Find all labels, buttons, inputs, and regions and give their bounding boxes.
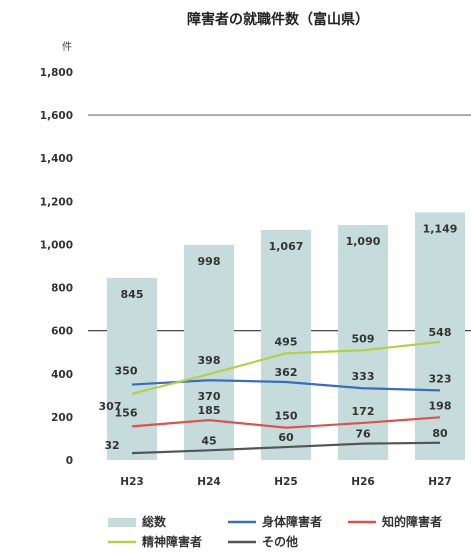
bar-H25: [261, 230, 311, 460]
y-axis-unit: 件: [62, 41, 72, 53]
legend-label: 身体障害者: [262, 514, 322, 529]
legend-label: 知的障害者: [381, 514, 442, 529]
line-知的障害者: [131, 416, 441, 429]
point-label: 350: [115, 365, 138, 378]
line-精神障害者: [131, 340, 441, 395]
line-その他: [131, 441, 441, 455]
y-tick-label: 1,600: [40, 110, 73, 122]
legend-label: その他: [262, 534, 298, 549]
point-label: 495: [275, 335, 298, 348]
y-tick-label: 600: [51, 326, 73, 338]
line-series: [131, 340, 441, 455]
point-label: 362: [275, 366, 298, 379]
point-label: 76: [355, 428, 371, 441]
y-tick-label: 800: [51, 283, 73, 295]
point-label: 80: [432, 427, 448, 440]
bar-value-label: 1,149: [423, 222, 458, 235]
point-label: 185: [198, 404, 221, 417]
y-tick-label: 1,200: [40, 196, 73, 208]
y-tick-label: 1,000: [40, 239, 73, 251]
bar-H24: [184, 244, 234, 460]
point-label: 150: [275, 410, 298, 423]
bar-value-label: 1,067: [269, 240, 304, 253]
y-tick-label: 0: [66, 455, 73, 467]
data-labels: 845 998 1,067 1,090 1,149 350 370 362 333 323 156 1…: [99, 222, 458, 452]
bar-value-label: 998: [198, 255, 221, 268]
y-tick-label: 400: [51, 369, 73, 381]
point-label: 370: [198, 390, 221, 403]
y-tick-label: 1,800: [40, 67, 73, 79]
y-tick-label: 1,400: [40, 153, 73, 165]
x-tick-label: H24: [197, 476, 220, 488]
point-label: 323: [429, 372, 452, 385]
point-label: 60: [278, 431, 294, 444]
bar-H23: [107, 277, 157, 460]
point-label: 307: [99, 400, 122, 413]
point-label: 45: [201, 434, 216, 447]
point-label: 509: [352, 332, 375, 345]
y-axis-ticks: 1,800 1,600 1,400 1,200 1,000 800 600 400 200 0: [40, 67, 73, 467]
point-label: 172: [352, 405, 375, 418]
point-label: 398: [198, 354, 221, 367]
point-label: 156: [115, 406, 138, 419]
x-axis-ticks: H23 H24 H25 H26 H27: [120, 476, 451, 488]
legend-label: 総数: [142, 514, 167, 529]
x-tick-label: H27: [428, 476, 451, 488]
x-tick-label: H25: [274, 476, 297, 488]
y-tick-label: 200: [51, 412, 73, 424]
x-tick-label: H26: [351, 476, 374, 488]
point-label: 548: [429, 326, 452, 339]
legend-swatch: [108, 518, 136, 527]
legend-label: 精神障害者: [142, 534, 202, 549]
point-label: 32: [104, 439, 119, 452]
bar-value-label: 1,090: [346, 235, 381, 248]
point-label: 198: [429, 399, 452, 412]
chart-title: 障害者の就職件数（富山県）: [187, 11, 369, 28]
bar-value-label: 845: [121, 288, 144, 301]
point-label: 333: [352, 370, 375, 383]
x-tick-label: H23: [120, 476, 143, 488]
